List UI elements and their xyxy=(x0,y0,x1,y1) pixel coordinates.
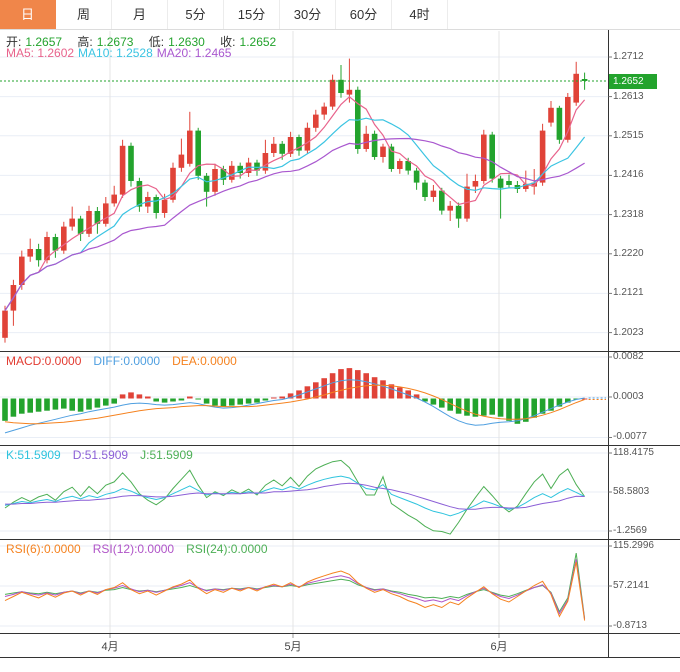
tab-period-6[interactable]: 60分 xyxy=(336,0,392,29)
high-label: 高: xyxy=(77,35,93,49)
kdj-axis-label-1: 58.5803 xyxy=(613,486,650,497)
candlestick-chart-canvas xyxy=(0,30,680,672)
price-axis-label-1: 1.2613 xyxy=(613,91,644,102)
x-axis-month-2: 6月 xyxy=(490,641,508,653)
price-axis-label-2: 1.2515 xyxy=(613,130,644,141)
rsi-axis-label-1: 57.2141 xyxy=(613,580,650,591)
low-value: 1.2630 xyxy=(168,35,205,49)
macd-value-2: DEA:0.0000 xyxy=(172,354,237,368)
macd-axis-label-2: -0.0077 xyxy=(613,431,647,442)
price-axis-label-7: 1.2023 xyxy=(613,327,644,338)
ohlc-info-row: 开: 1.2657 高: 1.2673 低: 1.2630 收: 1.2652 xyxy=(6,33,288,50)
rsi-axis-label-0: 115.2996 xyxy=(613,540,654,551)
price-axis-label-6: 1.2121 xyxy=(613,287,644,298)
period-tabbar: 日周月 5分 15分 30分 60分 4时 xyxy=(0,0,680,30)
close-label: 收: xyxy=(220,35,236,49)
kdj-value-0: K:51.5909 xyxy=(6,448,61,462)
open-value: 1.2657 xyxy=(25,35,63,49)
x-axis-month-0: 4月 xyxy=(101,641,119,653)
kdj-value-1: D:51.5909 xyxy=(72,448,129,462)
tab-period-1[interactable]: 周 xyxy=(56,0,112,29)
tab-period-0[interactable]: 日 xyxy=(0,0,56,29)
kdj-axis-label-2: -1.2569 xyxy=(613,525,647,536)
ma-info-row: MA5: 1.2602 MA10: 1.2528 MA20: 1.2465 xyxy=(6,46,235,60)
tab-period-5[interactable]: 30分 xyxy=(280,0,336,29)
ma-value-2: MA20: 1.2465 xyxy=(156,46,232,60)
rsi-header: RSI(6):0.0000 RSI(12):0.0000 RSI(24):0.000… xyxy=(6,542,280,556)
price-axis-label-4: 1.2318 xyxy=(613,209,644,220)
kdj-header: K:51.5909 D:51.5909 J:51.5909 xyxy=(6,448,205,462)
current-price-tag: 1.2652 xyxy=(609,74,657,89)
open-label: 开: xyxy=(6,35,22,49)
chart-svg xyxy=(0,30,680,658)
tab-period-4[interactable]: 15分 xyxy=(224,0,280,29)
kdj-value-2: J:51.5909 xyxy=(140,448,193,462)
price-axis-label-3: 1.2416 xyxy=(613,169,644,180)
tab-period-7[interactable]: 4时 xyxy=(392,0,448,29)
macd-axis-label-1: 0.0003 xyxy=(613,391,644,402)
macd-value-1: DIFF:0.0000 xyxy=(93,354,161,368)
price-axis-label-0: 1.2712 xyxy=(613,51,644,62)
tab-period-3[interactable]: 5分 xyxy=(168,0,224,29)
close-value: 1.2652 xyxy=(239,35,277,49)
ma-value-0: MA5: 1.2602 xyxy=(6,46,75,60)
price-axis-label-5: 1.2220 xyxy=(613,248,644,259)
high-value: 1.2673 xyxy=(96,35,134,49)
chart-area: 开: 1.2657 高: 1.2673 低: 1.2630 收: 1.2652 MA5:… xyxy=(0,30,680,672)
rsi-value-0: RSI(6):0.0000 xyxy=(6,542,81,556)
rsi-value-2: RSI(24):0.0000 xyxy=(186,542,268,556)
rsi-axis-label-2: -0.8713 xyxy=(613,620,647,631)
macd-header: MACD:0.0000 DIFF:0.0000 DEA:0.0000 xyxy=(6,354,249,368)
rsi-value-1: RSI(12):0.0000 xyxy=(92,542,175,556)
kdj-axis-label-0: 118.4175 xyxy=(613,447,654,458)
macd-value-0: MACD:0.0000 xyxy=(6,354,82,368)
tab-period-2[interactable]: 月 xyxy=(112,0,168,29)
ma-value-1: MA10: 1.2528 xyxy=(78,46,153,60)
x-axis-month-1: 5月 xyxy=(284,641,302,653)
macd-axis-label-0: 0.0082 xyxy=(613,351,644,362)
low-label: 低: xyxy=(148,35,165,49)
